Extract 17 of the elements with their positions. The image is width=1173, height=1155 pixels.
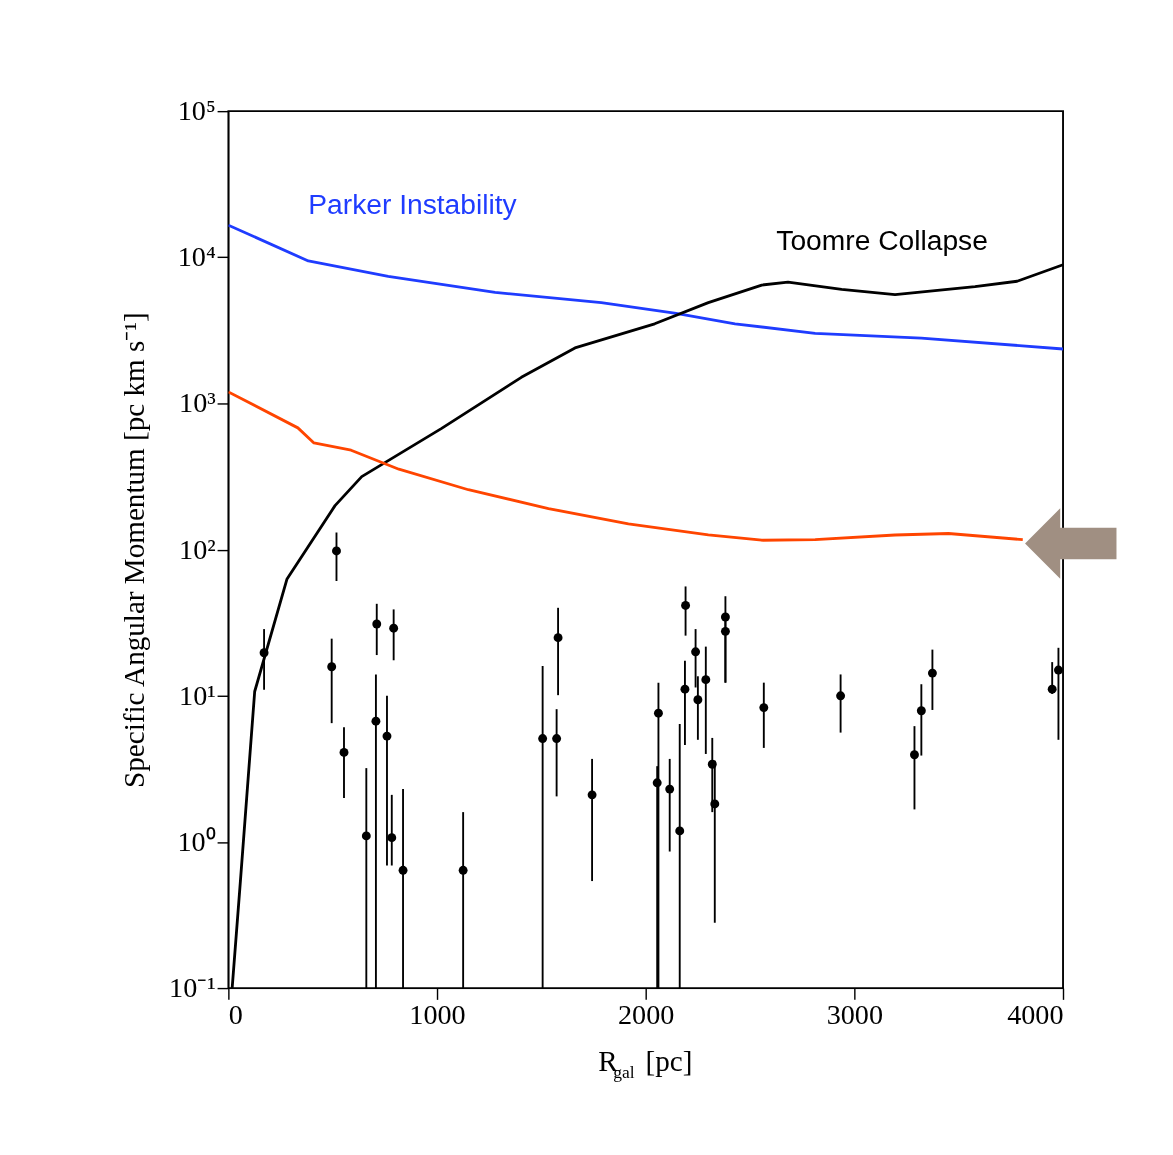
y-tick-label: 10³ <box>179 387 216 419</box>
y-tick-label: 10² <box>179 533 216 565</box>
x-tick-label: 0 <box>228 999 243 1031</box>
x-tick-label: 1000 <box>409 999 466 1031</box>
x-tick-label: 2000 <box>618 999 675 1031</box>
y-tick-label: 10⁵ <box>177 95 216 127</box>
y-tick-label: 10⁴ <box>177 241 216 273</box>
x-tick-label: 3000 <box>826 999 884 1031</box>
line-series <box>228 223 1064 351</box>
series-label: Toomre Collapse <box>776 223 988 256</box>
y-tick-label: 10⁻¹ <box>169 972 216 1004</box>
line-series <box>228 390 1025 542</box>
y-axis-title: Specific Angular Momentum [pc km s⁻¹] <box>118 312 151 788</box>
y-tick-label: 10⁰ <box>177 825 216 857</box>
x-tick-label: 4000 <box>1007 999 1064 1031</box>
series-label: Parker Instability <box>308 187 518 220</box>
y-tick-label: 10¹ <box>179 679 216 711</box>
